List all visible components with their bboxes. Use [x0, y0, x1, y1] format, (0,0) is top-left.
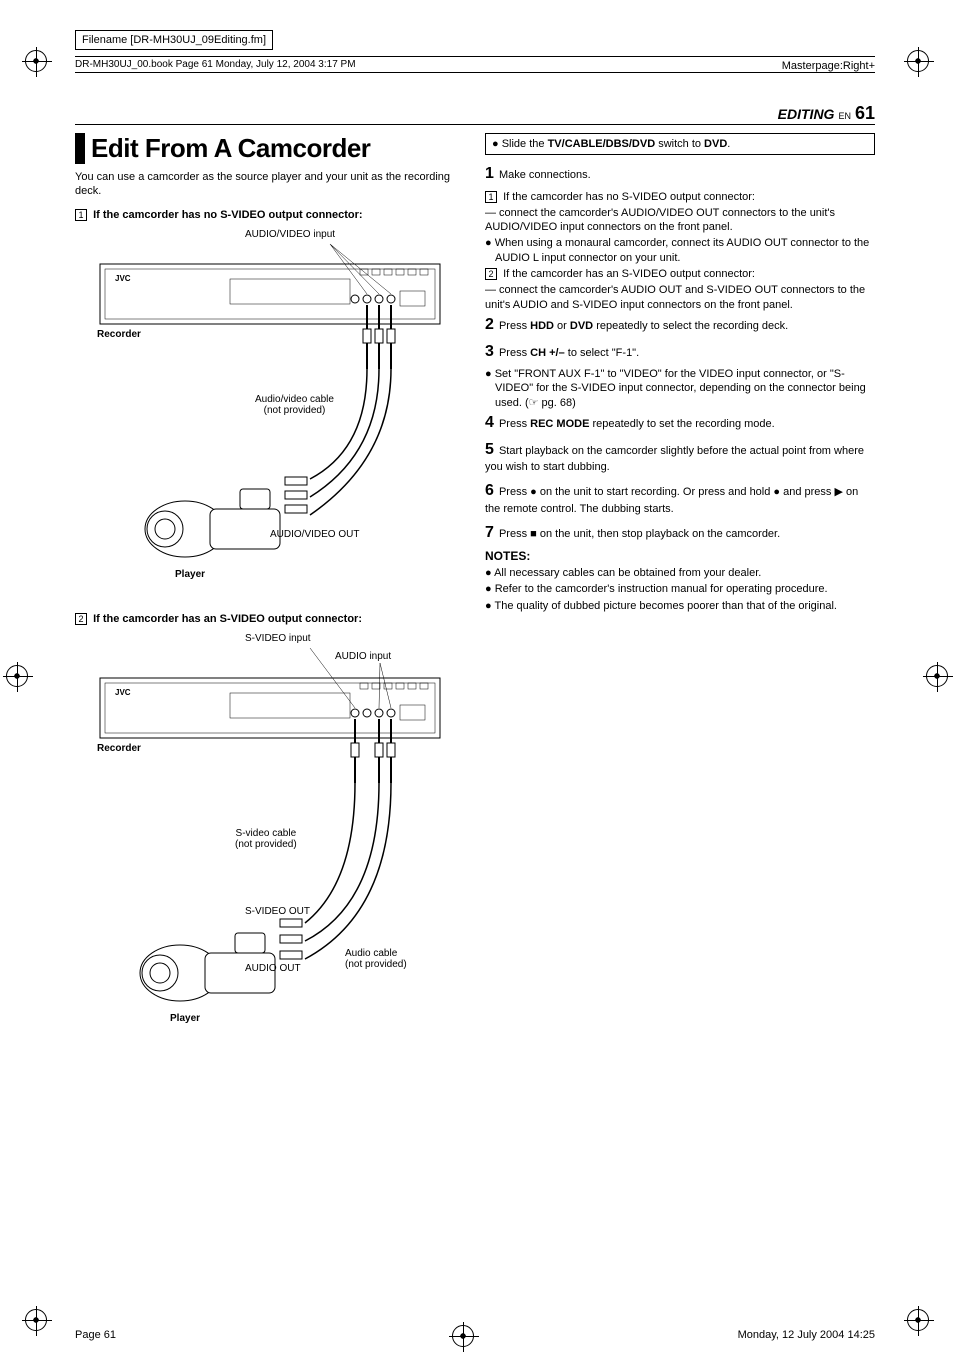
s1-l5: — connect the camcorder's AUDIO OUT and … [485, 283, 875, 312]
s1-l4: If the camcorder has an S-VIDEO output c… [503, 268, 755, 280]
step7-num: 7 [485, 524, 494, 541]
step3-text: Press CH +/– to select "F-1". [499, 347, 639, 359]
d1-av-input: AUDIO/VIDEO input [245, 229, 335, 240]
subheading-2: 2 If the camcorder has an S-VIDEO output… [75, 613, 465, 625]
step7-text: Press ■ on the unit, then stop playback … [499, 528, 780, 540]
bookinfo-line: DR-MH30UJ_00.book Page 61 Monday, July 1… [75, 56, 875, 73]
d2-audioout: AUDIO OUT [245, 963, 301, 974]
step-3: 3 Press CH +/– to select "F-1". [485, 341, 875, 363]
d1-recorder: Recorder [97, 329, 141, 340]
step5-num: 5 [485, 441, 494, 458]
step6-num: 6 [485, 482, 494, 499]
subheading-1: 1 If the camcorder has no S-VIDEO output… [75, 209, 465, 221]
step5-text: Start playback on the camcorder slightly… [485, 445, 864, 474]
step1-num: 1 [485, 165, 494, 182]
step4-text: Press REC MODE repeatedly to set the rec… [499, 418, 775, 430]
step-6: 6 Press ● on the unit to start recording… [485, 480, 875, 516]
right-column: ● Slide the TV/CABLE/DBS/DVD switch to D… [485, 133, 875, 1067]
note-1: ● All necessary cables can be obtained f… [485, 566, 875, 580]
svg-text:JVC: JVC [115, 688, 131, 697]
masterpage-label: Masterpage:Right+ [782, 60, 875, 72]
step-2: 2 Press HDD or DVD repeatedly to select … [485, 314, 875, 336]
main-title: Edit From A Camcorder [75, 133, 465, 164]
step-5: 5 Start playback on the camcorder slight… [485, 439, 875, 475]
d1-cable: Audio/video cable (not provided) [255, 394, 334, 416]
diagram-no-svideo: JVC [75, 229, 465, 599]
intro-text: You can use a camcorder as the source pl… [75, 170, 465, 199]
reg-mark-tr [907, 50, 929, 72]
section-en: EN [838, 111, 851, 121]
s1-box1: 1 [485, 191, 497, 203]
content-columns: Edit From A Camcorder You can use a camc… [75, 133, 875, 1067]
reg-mark-tl [25, 50, 47, 72]
d1-player: Player [175, 569, 205, 580]
s1-box2: 2 [485, 268, 497, 280]
svg-text:JVC: JVC [115, 274, 131, 283]
reg-mark-ml [6, 665, 28, 687]
reg-mark-bl [25, 1309, 47, 1331]
section-header: EDITING EN 61 [75, 103, 875, 125]
d2-audio-in: AUDIO input [335, 651, 391, 662]
step-4: 4 Press REC MODE repeatedly to set the r… [485, 412, 875, 434]
s1-line4: 2 If the camcorder has an S-VIDEO output… [485, 267, 875, 281]
s1-line1: 1 If the camcorder has no S-VIDEO output… [485, 190, 875, 204]
step1-text: Make connections. [499, 169, 591, 181]
footer-right: Monday, 12 July 2004 14:25 [738, 1329, 875, 1341]
step4-num: 4 [485, 414, 494, 431]
d2-player: Player [170, 1013, 200, 1024]
boxed-num-2: 2 [75, 613, 87, 625]
note-2: ● Refer to the camcorder's instruction m… [485, 582, 875, 596]
page-frame: Filename [DR-MH30UJ_09Editing.fm] Master… [75, 30, 875, 1320]
step3-num: 3 [485, 343, 494, 360]
bookinfo-text: DR-MH30UJ_00.book Page 61 Monday, July 1… [75, 59, 356, 70]
diagram-svideo: JVC [75, 633, 465, 1053]
footer-left: Page 61 [75, 1329, 116, 1341]
notes-heading: NOTES: [485, 549, 875, 563]
switch-box: ● Slide the TV/CABLE/DBS/DVD switch to D… [485, 133, 875, 155]
d2-svideo-in: S-VIDEO input [245, 633, 311, 644]
reg-mark-br [907, 1309, 929, 1331]
step-1: 1 Make connections. [485, 163, 875, 185]
section-label: EDITING [778, 106, 835, 122]
d2-recorder: Recorder [97, 743, 141, 754]
reg-mark-mr [926, 665, 948, 687]
left-column: Edit From A Camcorder You can use a camc… [75, 133, 465, 1067]
step3-bullet: ● Set "FRONT AUX F-1" to "VIDEO" for the… [485, 367, 875, 410]
s1-l2: — connect the camcorder's AUDIO/VIDEO OU… [485, 206, 875, 235]
s1-l3: ● When using a monaural camcorder, conne… [485, 236, 875, 265]
boxed-num-1: 1 [75, 209, 87, 221]
note-3: ● The quality of dubbed picture becomes … [485, 599, 875, 613]
sub2-text: If the camcorder has an S-VIDEO output c… [93, 613, 362, 625]
filename-box: Filename [DR-MH30UJ_09Editing.fm] [75, 30, 273, 50]
sub1-text: If the camcorder has no S-VIDEO output c… [93, 209, 363, 221]
footer: Page 61 Monday, 12 July 2004 14:25 [75, 1329, 875, 1341]
step2-text: Press HDD or DVD repeatedly to select th… [499, 320, 788, 332]
d2-svcable: S-video cable (not provided) [235, 828, 297, 850]
d2-svout: S-VIDEO OUT [245, 906, 310, 917]
section-pageno: 61 [855, 103, 875, 124]
d2-audiocable: Audio cable (not provided) [345, 948, 407, 970]
step6-text: Press ● on the unit to start recording. … [485, 486, 858, 515]
d1-avout: AUDIO/VIDEO OUT [270, 529, 359, 540]
step-7: 7 Press ■ on the unit, then stop playbac… [485, 522, 875, 544]
s1-l1: If the camcorder has no S-VIDEO output c… [503, 191, 755, 203]
step2-num: 2 [485, 316, 494, 333]
